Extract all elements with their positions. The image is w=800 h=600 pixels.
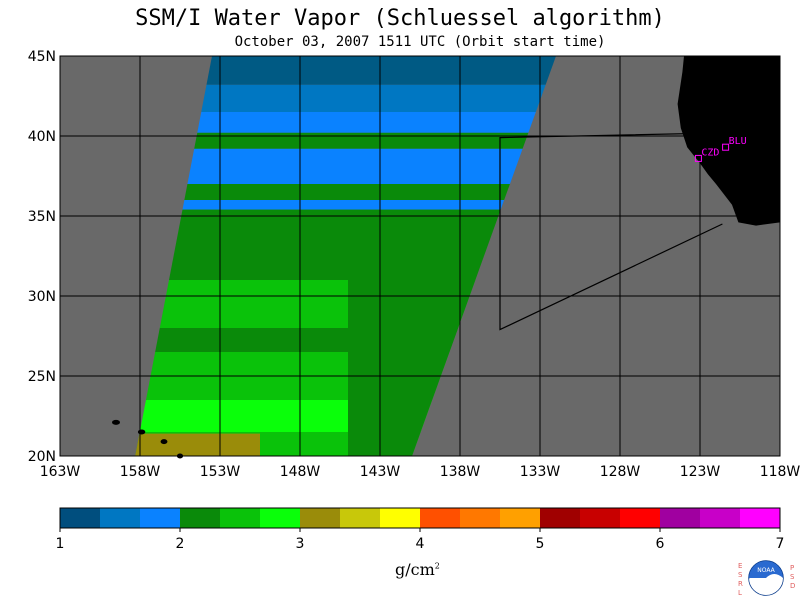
lon-label: 163W bbox=[40, 464, 81, 480]
north-america-land bbox=[677, 56, 780, 226]
colorbar-swatch bbox=[660, 508, 700, 528]
lon-label: 138W bbox=[440, 464, 481, 480]
hawaii-island bbox=[160, 439, 168, 445]
colorbar-swatch bbox=[460, 508, 500, 528]
colorbar-tick-label: 3 bbox=[296, 536, 305, 552]
esrl-letter: S bbox=[738, 571, 743, 579]
colorbar-swatch bbox=[140, 508, 180, 528]
chart-title: SSM/I Water Vapor (Schluessel algorithm) bbox=[135, 6, 665, 31]
colorbar-swatch bbox=[220, 508, 260, 528]
swath-band-3 bbox=[135, 132, 556, 149]
colorbar-swatch bbox=[740, 508, 780, 528]
lon-label: 153W bbox=[200, 464, 241, 480]
psd-letter: D bbox=[790, 582, 795, 590]
colorbar-swatch bbox=[340, 508, 380, 528]
swath-band-6 bbox=[135, 200, 556, 210]
colorbar-swatch bbox=[60, 508, 100, 528]
colorbar-units: g/cm2 bbox=[395, 560, 440, 579]
colorbar-swatch bbox=[540, 508, 580, 528]
colorbar-swatch bbox=[420, 508, 460, 528]
psd-letters: PSD bbox=[790, 564, 795, 590]
colorbar-tick-label: 6 bbox=[656, 536, 665, 552]
colorbar-tick-label: 7 bbox=[776, 536, 785, 552]
psd-letter: S bbox=[790, 573, 795, 581]
chart-subtitle: October 03, 2007 1511 UTC (Orbit start t… bbox=[234, 34, 606, 50]
lat-label: 30N bbox=[28, 289, 56, 305]
colorbar-swatch bbox=[620, 508, 660, 528]
lon-label: 133W bbox=[520, 464, 561, 480]
water-vapor-swath bbox=[135, 56, 556, 456]
lon-label: 143W bbox=[360, 464, 401, 480]
lat-label: 45N bbox=[28, 49, 56, 65]
colorbar-swatch bbox=[380, 508, 420, 528]
colorbar-swatch bbox=[500, 508, 540, 528]
hawaii-island bbox=[112, 419, 120, 425]
lon-label: 123W bbox=[680, 464, 721, 480]
esrl-letter: L bbox=[738, 589, 742, 597]
colorbar-swatch bbox=[260, 508, 300, 528]
model-domain-outline bbox=[499, 132, 728, 331]
swath-band-2 bbox=[135, 112, 556, 133]
swath-band-5 bbox=[135, 184, 556, 200]
esrl-letter: R bbox=[738, 580, 743, 588]
lat-label: 35N bbox=[28, 209, 56, 225]
colorbar-swatch bbox=[580, 508, 620, 528]
colorbar-swatch bbox=[180, 508, 220, 528]
colorbar-swatch bbox=[300, 508, 340, 528]
colorbar-tick-label: 5 bbox=[536, 536, 545, 552]
swath-moist-patch bbox=[135, 433, 260, 456]
hawaii-island bbox=[137, 429, 146, 435]
swath-band-4 bbox=[135, 148, 556, 184]
colorbar-swatch bbox=[100, 508, 140, 528]
lat-label: 20N bbox=[28, 449, 56, 465]
map-frame bbox=[59, 55, 781, 457]
station-marker-icon bbox=[694, 154, 702, 162]
colorbar-tick-label: 4 bbox=[416, 536, 425, 552]
station-marker-icon bbox=[722, 143, 730, 151]
colorbar: 1 2 3 4 5 6 7 bbox=[56, 507, 785, 552]
lon-label: 148W bbox=[280, 464, 321, 480]
lon-label: 128W bbox=[600, 464, 641, 480]
psd-letter: P bbox=[790, 564, 794, 572]
station-label-czd: CZD bbox=[701, 147, 719, 158]
colorbar-swatch bbox=[700, 508, 740, 528]
lon-label: 118W bbox=[760, 464, 800, 480]
lon-label: 158W bbox=[120, 464, 161, 480]
colorbar-tick-label: 1 bbox=[56, 536, 65, 552]
station-label-blu: BLU bbox=[729, 136, 747, 147]
noaa-text: NOAA bbox=[757, 567, 775, 574]
lat-label: 40N bbox=[28, 129, 56, 145]
esrl-letter: E bbox=[738, 562, 742, 570]
lat-label: 25N bbox=[28, 369, 56, 385]
colorbar-tick-label: 2 bbox=[176, 536, 185, 552]
